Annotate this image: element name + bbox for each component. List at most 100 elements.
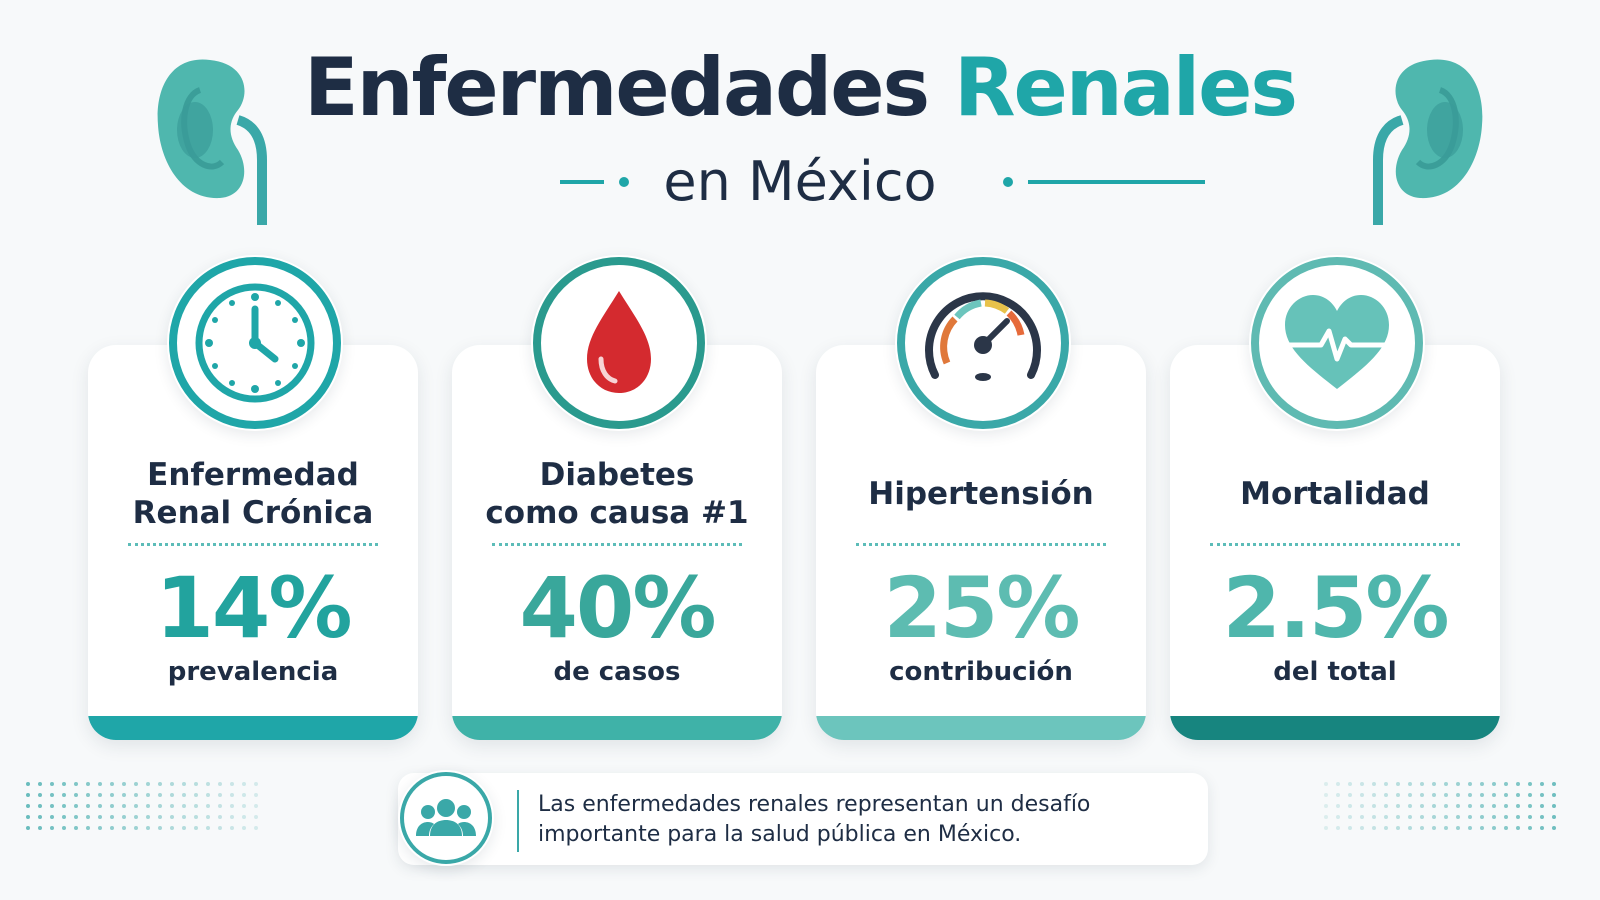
decorative-dot [1468, 826, 1472, 830]
decorative-dot [146, 793, 150, 797]
decorative-dot [62, 815, 66, 819]
decorative-dot [182, 782, 186, 786]
decorative-dot [1528, 782, 1532, 786]
decorative-dot [1336, 815, 1340, 819]
decorative-dot [206, 826, 210, 830]
decorative-dot [1360, 815, 1364, 819]
decorative-dot [170, 804, 174, 808]
note-divider [517, 790, 519, 852]
decorative-dot [1324, 793, 1328, 797]
decorative-dot [1396, 804, 1400, 808]
decorative-dot [1396, 815, 1400, 819]
heart-pulse-icon-badge [1249, 255, 1425, 431]
decorative-dot [1492, 815, 1496, 819]
decorative-dot [1384, 815, 1388, 819]
card-sublabel: de casos [553, 657, 681, 687]
decorative-dot [1432, 793, 1436, 797]
decorative-dot [86, 782, 90, 786]
subtitle-row: en México [0, 150, 1600, 214]
page-title: Enfermedades Renales [0, 48, 1600, 128]
card-divider [128, 543, 378, 546]
decorative-dot [1480, 782, 1484, 786]
decorative-dot [26, 815, 30, 819]
decorative-dot [1552, 804, 1556, 808]
decorative-dot [218, 815, 222, 819]
decorative-dot [1420, 815, 1424, 819]
title-part-1: Enfermedades [303, 41, 954, 134]
title-part-2: Renales [953, 41, 1298, 134]
decorative-dot [26, 793, 30, 797]
decorative-dot [1408, 793, 1412, 797]
decorative-dot [50, 793, 54, 797]
decorative-dot [74, 793, 78, 797]
decorative-dot [1444, 815, 1448, 819]
decorative-dot [50, 782, 54, 786]
decorative-dot [1468, 804, 1472, 808]
decorative-dot [206, 793, 210, 797]
decorative-dot [1420, 826, 1424, 830]
decorative-dot [182, 793, 186, 797]
card-label: Enfermedad Renal Crónica [132, 457, 374, 531]
decorative-dot [74, 815, 78, 819]
decorative-dot [1516, 826, 1520, 830]
decorative-dot [1384, 793, 1388, 797]
decorative-dot [1360, 782, 1364, 786]
decorative-dot [254, 782, 258, 786]
decorative-dot [230, 782, 234, 786]
card-sublabel: contribución [889, 657, 1073, 687]
card-label: Hipertensión [868, 476, 1094, 512]
decorative-dot [1348, 804, 1352, 808]
decorative-dot [110, 826, 114, 830]
decorative-dot [1540, 804, 1544, 808]
decorative-dot [1540, 815, 1544, 819]
decorative-dot [1540, 793, 1544, 797]
decorative-dot [1372, 782, 1376, 786]
dot-pattern-right [1324, 782, 1556, 830]
decorative-dot [1396, 782, 1400, 786]
decorative-dot [254, 793, 258, 797]
decorative-dot [1516, 815, 1520, 819]
decorative-dot [194, 782, 198, 786]
decorative-dot [1480, 804, 1484, 808]
decorative-dot [1492, 793, 1496, 797]
decorative-dot [38, 826, 42, 830]
decorative-dot [134, 793, 138, 797]
decorative-dot [170, 782, 174, 786]
decorative-dot [110, 804, 114, 808]
decorative-dot [38, 782, 42, 786]
decorative-dot [1432, 815, 1436, 819]
decorative-dot [86, 804, 90, 808]
decorative-dot [110, 793, 114, 797]
decorative-dot [134, 804, 138, 808]
decorative-dot [62, 804, 66, 808]
decorative-dot [1528, 804, 1532, 808]
decorative-dot [1336, 782, 1340, 786]
decorative-dot [1384, 804, 1388, 808]
stat-card-diabetes: Diabetes como causa #1 40% de casos [452, 345, 782, 740]
decorative-dot [1468, 782, 1472, 786]
decorative-dot [1396, 826, 1400, 830]
decorative-dot [1408, 815, 1412, 819]
card-divider [1210, 543, 1460, 546]
decorative-dot [1420, 782, 1424, 786]
decorative-dot [170, 815, 174, 819]
blood-drop-icon [533, 257, 705, 429]
page-subtitle: en México [663, 150, 937, 213]
decorative-dot [1336, 804, 1340, 808]
decorative-dot [1552, 782, 1556, 786]
decorative-dot [86, 826, 90, 830]
card-label: Diabetes como causa #1 [485, 457, 749, 531]
decorative-dot [1504, 782, 1508, 786]
decorative-dot [86, 793, 90, 797]
decorative-dot [1396, 793, 1400, 797]
decorative-dot [1528, 826, 1532, 830]
decorative-dot [1552, 826, 1556, 830]
decorative-dot [1432, 804, 1436, 808]
decorative-dot [1468, 815, 1472, 819]
decorative-dot [134, 815, 138, 819]
decorative-dot [50, 815, 54, 819]
decorative-dot [146, 826, 150, 830]
decorative-dot [1408, 804, 1412, 808]
card-label: Mortalidad [1240, 476, 1430, 512]
decorative-dot [1324, 826, 1328, 830]
